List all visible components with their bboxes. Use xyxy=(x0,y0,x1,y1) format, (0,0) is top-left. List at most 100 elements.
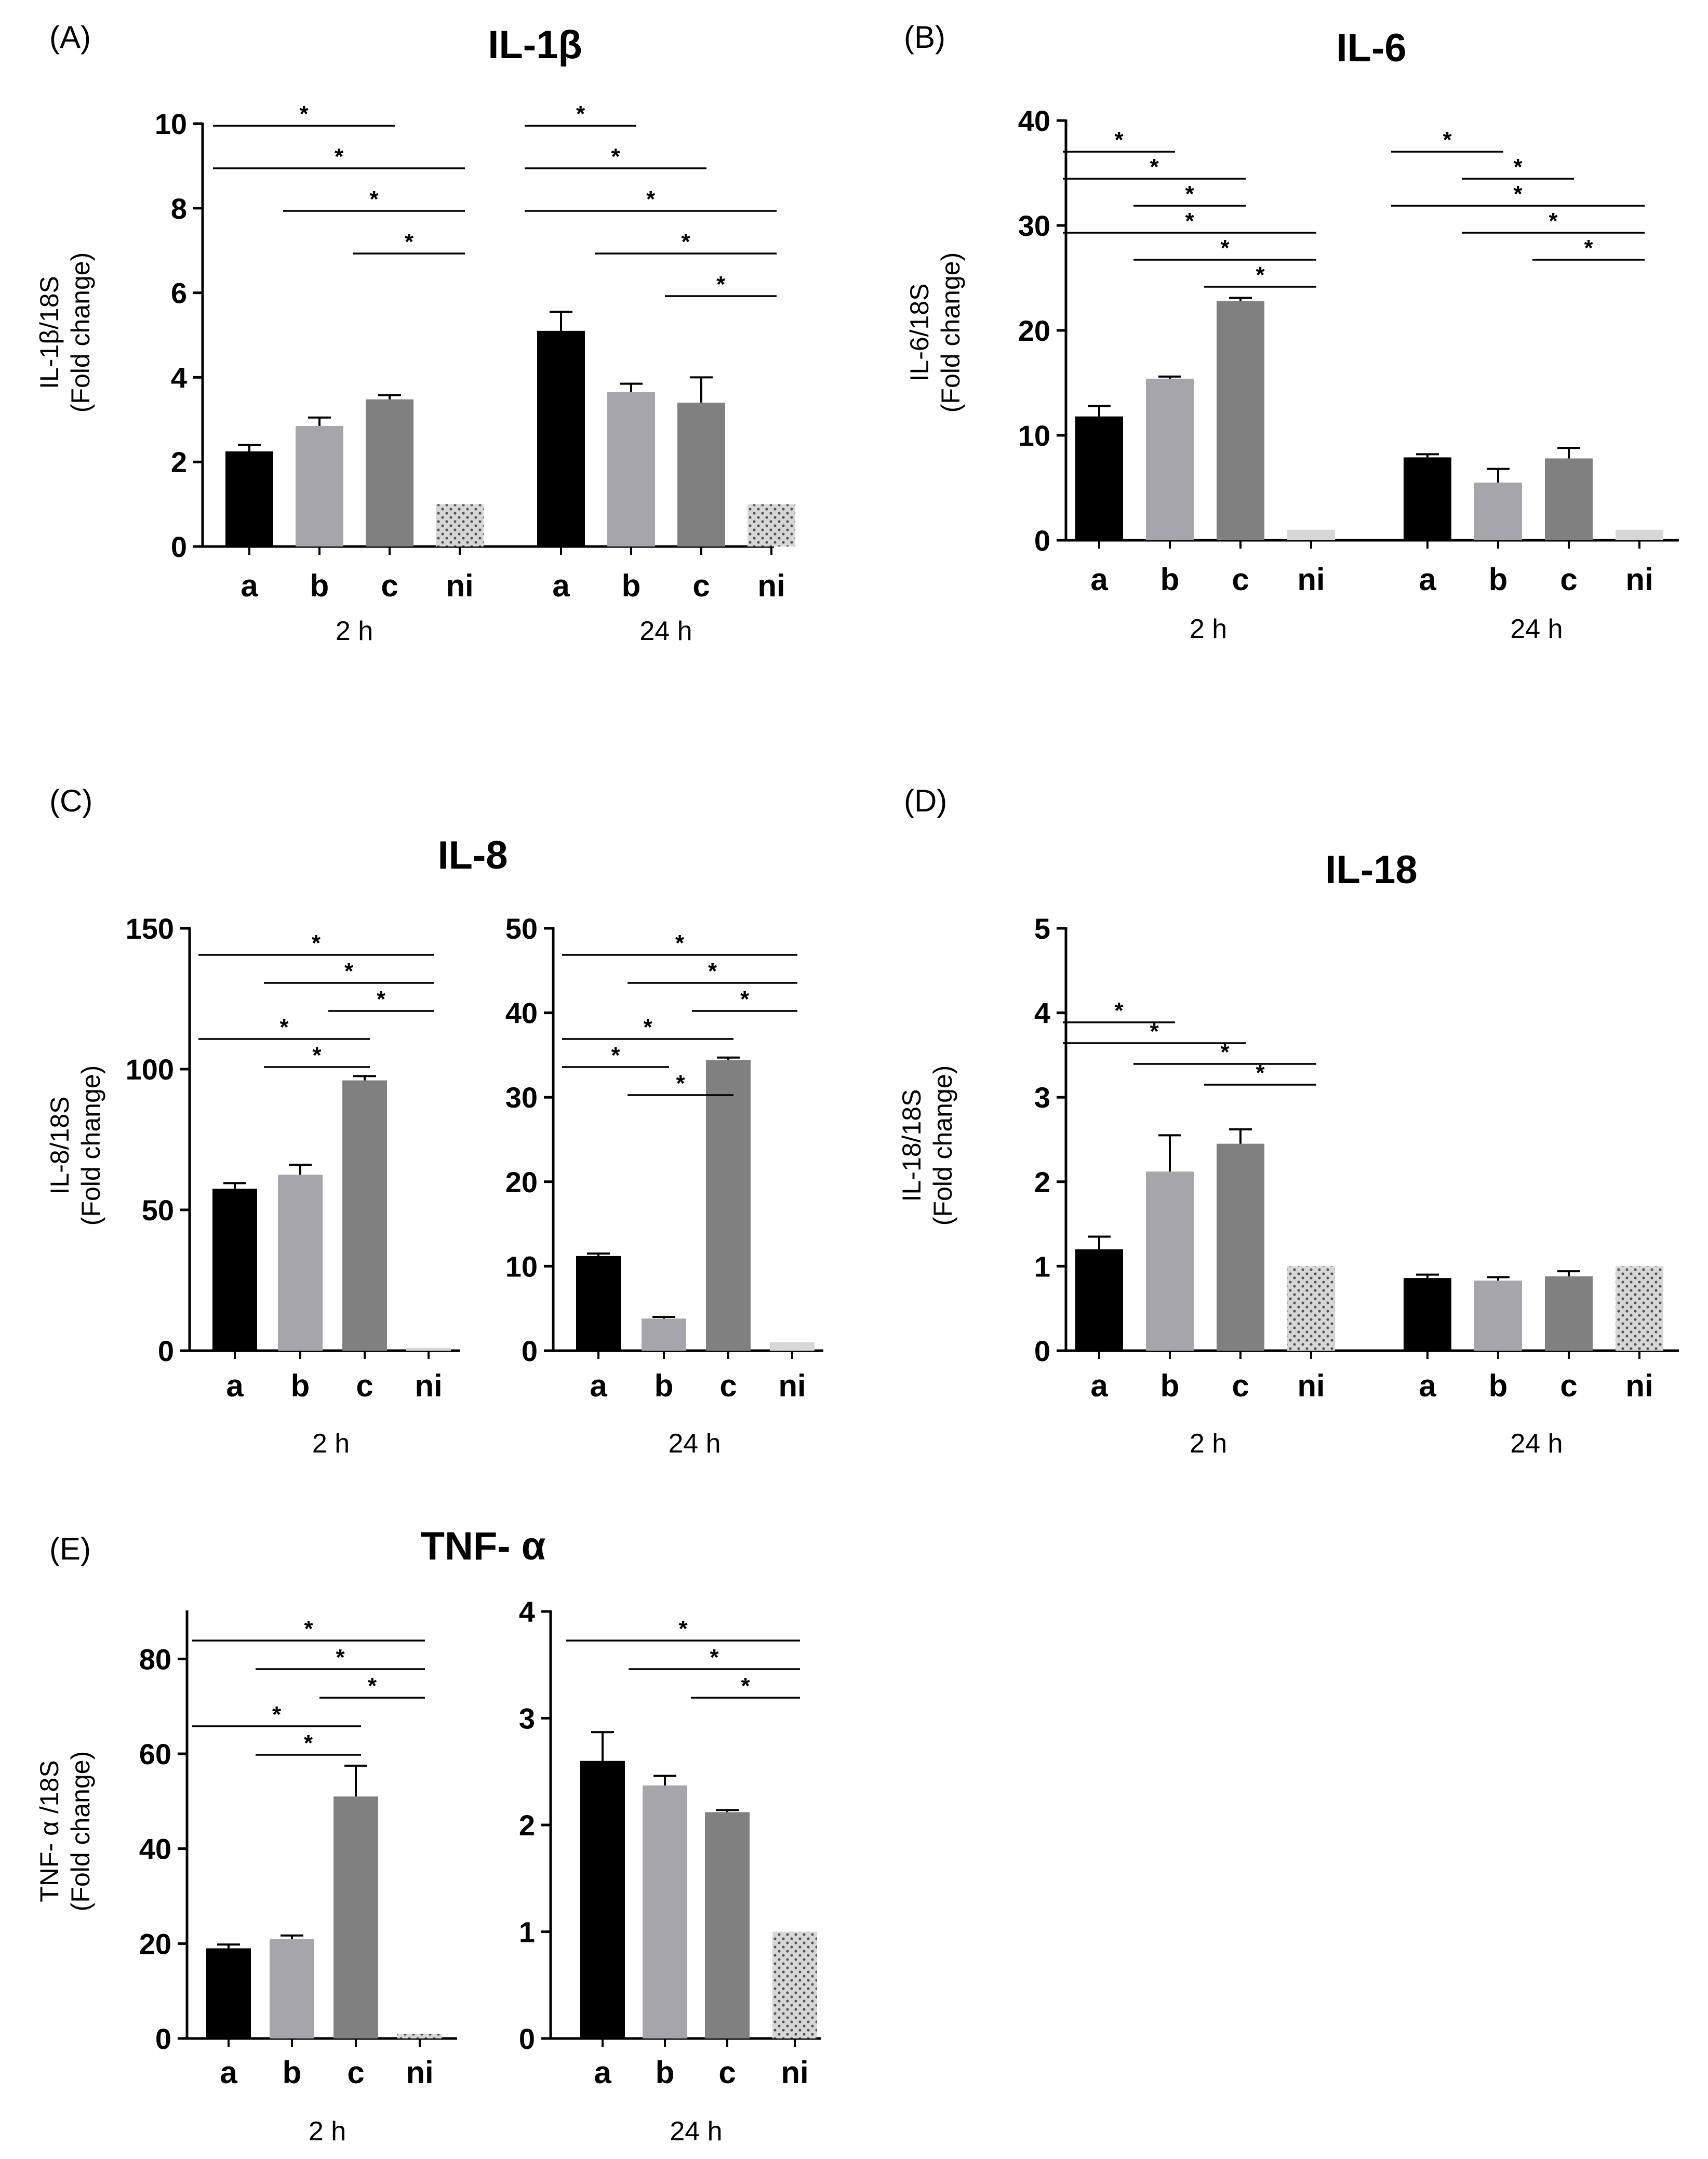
bar-c xyxy=(366,399,413,547)
y-axis-label: (Fold change) xyxy=(66,1751,95,1912)
y-axis-label: (Fold change) xyxy=(936,252,965,413)
y-tick-label: 1 xyxy=(519,1916,535,1949)
significance-star: * xyxy=(576,101,585,127)
y-axis-label: IL-8/18S xyxy=(45,1096,74,1194)
category-label: a xyxy=(552,568,570,603)
significance-star: * xyxy=(279,1015,289,1040)
category-label: b xyxy=(283,2055,302,2090)
category-label: c xyxy=(1560,562,1577,597)
category-label: a xyxy=(241,568,258,603)
y-tick-label: 20 xyxy=(1018,314,1050,347)
bar-ni xyxy=(1287,1266,1335,1351)
panel-label-B: (B) xyxy=(904,20,945,55)
group-label: 2 h xyxy=(1190,1429,1227,1459)
bar-a xyxy=(212,1189,257,1351)
y-tick-label: 0 xyxy=(519,2022,535,2055)
significance-star: * xyxy=(368,1673,377,1699)
significance-star: * xyxy=(336,1645,345,1670)
significance-star: * xyxy=(312,930,321,956)
significance-star: * xyxy=(1114,127,1124,153)
category-label: b xyxy=(622,568,641,603)
category-label: ni xyxy=(778,1368,806,1403)
category-label: a xyxy=(1090,1368,1108,1403)
bar-ni xyxy=(436,504,484,547)
bar-a xyxy=(537,330,585,547)
significance-star: * xyxy=(1150,154,1159,180)
group-label: 24 h xyxy=(670,2116,722,2147)
bar-ni xyxy=(1287,529,1335,540)
category-label: c xyxy=(347,2055,364,2090)
y-tick-label: 100 xyxy=(126,1053,174,1086)
bar-b xyxy=(607,392,655,547)
y-tick-label: 150 xyxy=(126,912,174,945)
bar-b xyxy=(643,1785,687,2038)
significance-star: * xyxy=(646,186,656,212)
group-label: 2 h xyxy=(312,1429,350,1459)
significance-star: * xyxy=(405,229,414,255)
significance-star: * xyxy=(335,144,344,169)
category-label: c xyxy=(381,568,398,603)
y-tick-label: 40 xyxy=(505,997,538,1030)
significance-star: * xyxy=(678,1616,688,1642)
group-label: 24 h xyxy=(668,1429,720,1459)
significance-star: * xyxy=(377,987,386,1012)
y-axis-label: IL-18/18S xyxy=(897,1089,926,1202)
category-label: ni xyxy=(415,1368,442,1403)
significance-star: * xyxy=(675,930,685,956)
significance-star: * xyxy=(643,1015,652,1040)
y-tick-label: 80 xyxy=(139,1643,171,1675)
significance-star: * xyxy=(272,1702,282,1727)
significance-star: * xyxy=(299,101,309,127)
y-tick-label: 20 xyxy=(505,1166,538,1198)
category-label: a xyxy=(1419,562,1436,597)
category-label: ni xyxy=(1297,1368,1325,1403)
significance-star: * xyxy=(1549,208,1558,234)
bar-b xyxy=(1474,482,1522,540)
bar-c xyxy=(1217,301,1264,540)
bar-ni xyxy=(770,1342,815,1351)
bar-b xyxy=(270,1939,314,2038)
bar-a xyxy=(1075,1249,1123,1351)
y-tick-label: 6 xyxy=(171,277,187,310)
y-tick-label: 0 xyxy=(1034,1335,1050,1367)
significance-star: * xyxy=(312,1043,322,1068)
significance-star: * xyxy=(1256,262,1265,288)
category-label: a xyxy=(226,1368,244,1403)
significance-star: * xyxy=(1220,1039,1230,1065)
category-label: ni xyxy=(781,2055,808,2090)
significance-star: * xyxy=(1114,998,1124,1023)
significance-star: * xyxy=(740,987,750,1012)
group-label: 2 h xyxy=(1190,614,1227,644)
category-label: b xyxy=(291,1368,310,1403)
bar-b xyxy=(1146,378,1194,540)
significance-star: * xyxy=(741,1673,750,1699)
category-label: ni xyxy=(757,568,785,603)
category-label: c xyxy=(719,1368,737,1403)
y-axis-label: IL-1β/18S xyxy=(35,276,64,389)
bar-ni xyxy=(406,1348,451,1351)
panel-title-C: IL-8 xyxy=(437,833,508,877)
bar-a xyxy=(1075,416,1123,540)
category-label: ni xyxy=(1297,562,1325,597)
category-label: ni xyxy=(406,2055,433,2090)
category-label: b xyxy=(1489,562,1508,597)
y-axis-label: (Fold change) xyxy=(928,1065,957,1226)
category-label: c xyxy=(1560,1368,1577,1403)
bar-b xyxy=(642,1318,686,1351)
category-label: a xyxy=(594,2055,611,2090)
bar-a xyxy=(580,1761,625,2038)
panel-label-A: (A) xyxy=(49,20,91,55)
significance-star: * xyxy=(1220,235,1230,261)
bar-ni xyxy=(1616,529,1663,540)
y-tick-label: 3 xyxy=(1034,1081,1050,1114)
bar-a xyxy=(576,1256,621,1351)
y-tick-label: 30 xyxy=(505,1081,538,1114)
y-tick-label: 60 xyxy=(139,1738,171,1770)
category-label: c xyxy=(356,1368,373,1403)
group-label: 24 h xyxy=(639,616,692,646)
category-label: b xyxy=(655,1368,674,1403)
panel-title-D: IL-18 xyxy=(1325,848,1417,892)
category-label: ni xyxy=(1625,562,1653,597)
significance-star: * xyxy=(611,1043,620,1068)
panel-title-E: TNF- α xyxy=(421,1524,546,1568)
